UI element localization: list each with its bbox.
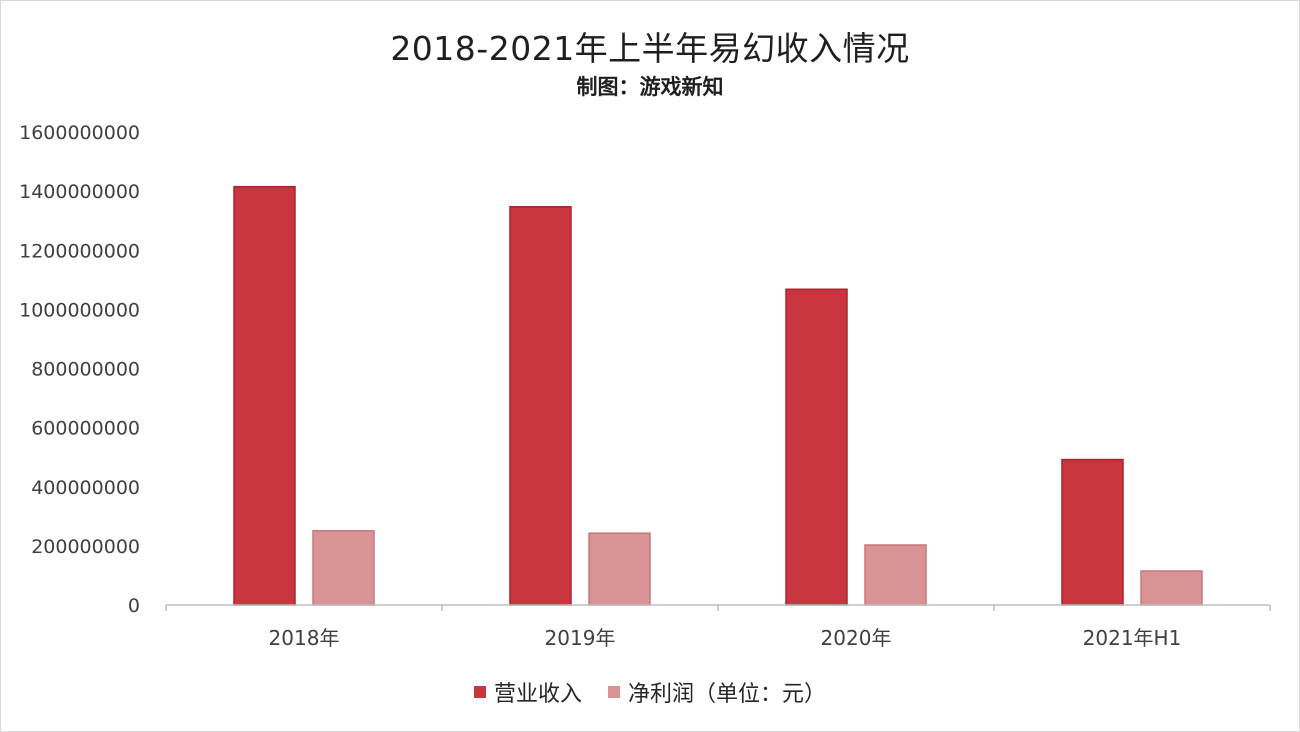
y-axis: 0 200000000 400000000 600000000 800000000 100… <box>19 122 140 617</box>
chart-subtitle: 制图：游戏新知 <box>576 75 724 99</box>
bar-revenue <box>785 288 848 606</box>
y-tick-label: 400000000 <box>31 477 140 499</box>
legend: 营业收入 净利润（单位：元） <box>0 676 1300 708</box>
x-axis: 2018年 2019年 2020年 2021年H1 <box>165 604 1271 650</box>
y-tick-label: 0 <box>128 595 140 617</box>
bar-profit <box>864 544 927 606</box>
y-tick-label: 1600000000 <box>19 122 140 144</box>
chart-title: 2018-2021年上半年易幻收入情况 <box>390 29 910 68</box>
y-tick-label: 1000000000 <box>19 299 140 321</box>
legend-label-profit: 净利润（单位：元） <box>628 682 827 707</box>
x-category-label: 2019年 <box>545 626 616 650</box>
bar-revenue <box>509 206 572 606</box>
bar-profit <box>312 530 375 606</box>
bar-profit <box>1140 570 1203 606</box>
legend-item-profit: 净利润（单位：元） <box>608 676 826 708</box>
y-tick-label: 1200000000 <box>19 240 140 262</box>
legend-item-revenue: 营业收入 <box>473 676 582 708</box>
x-category-label: 2021年H1 <box>1083 626 1182 650</box>
legend-swatch-profit <box>608 686 620 698</box>
y-tick-label: 200000000 <box>31 536 140 558</box>
bars <box>233 185 1203 606</box>
bar-revenue <box>233 185 296 606</box>
legend-swatch-revenue <box>473 686 486 698</box>
y-tick-label: 800000000 <box>31 359 140 381</box>
y-tick-label: 600000000 <box>31 418 140 440</box>
y-tick-label: 1400000000 <box>19 181 140 203</box>
bar-revenue <box>1061 458 1124 606</box>
x-category-label: 2020年 <box>821 626 892 650</box>
bar-profit <box>588 532 651 606</box>
legend-label-revenue: 营业收入 <box>493 682 582 707</box>
x-category-label: 2018年 <box>269 626 340 650</box>
